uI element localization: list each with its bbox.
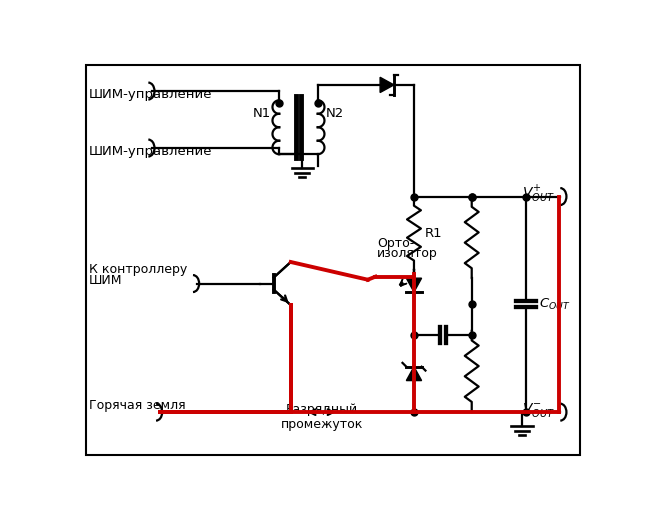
Text: R1: R1: [424, 227, 443, 239]
Text: изолятор: изолятор: [377, 247, 437, 260]
Text: ШИМ: ШИМ: [89, 274, 123, 287]
Text: N1: N1: [253, 107, 272, 120]
Text: ШИМ-управление: ШИМ-управление: [89, 88, 213, 101]
Text: К контроллеру: К контроллеру: [89, 263, 187, 276]
Text: $C_{OUT}$: $C_{OUT}$: [540, 297, 571, 312]
Text: $V_{OUT}^{-}$: $V_{OUT}^{-}$: [523, 401, 555, 419]
Text: $V_{OUT}^{+}$: $V_{OUT}^{+}$: [523, 183, 555, 205]
Text: Горячая земля: Горячая земля: [89, 399, 186, 412]
Text: ШИМ-управление: ШИМ-управление: [89, 145, 213, 158]
Polygon shape: [406, 367, 422, 381]
Text: N2: N2: [326, 107, 344, 120]
Text: Разрядный
промежуток: Разрядный промежуток: [280, 403, 363, 432]
Polygon shape: [380, 77, 394, 93]
Polygon shape: [406, 278, 422, 292]
Text: Оpто-: Оpто-: [377, 236, 414, 250]
